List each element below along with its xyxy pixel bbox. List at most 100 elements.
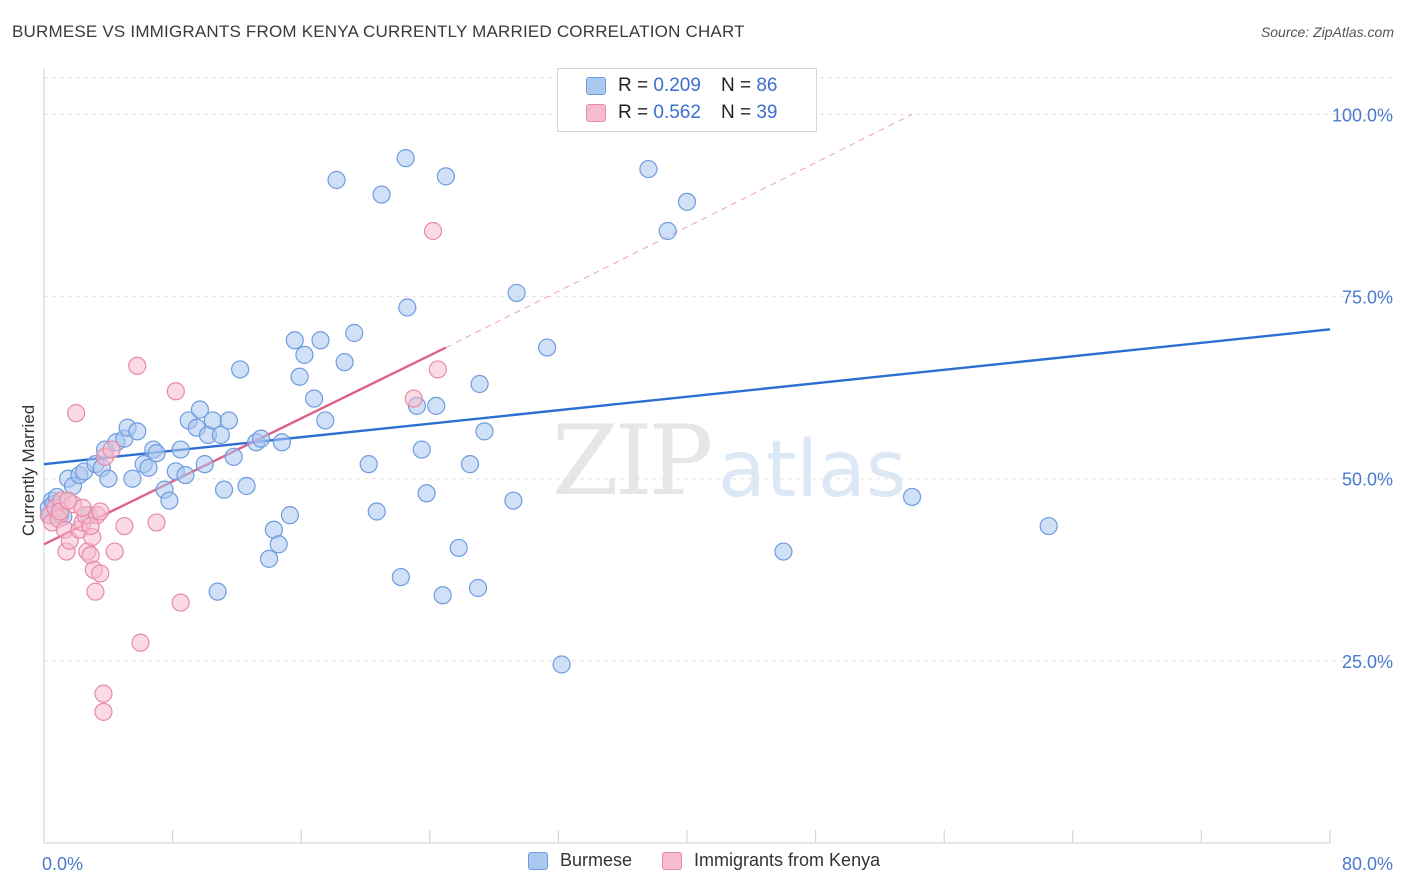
legend-row-burmese: R = 0.209 N = 86 <box>586 73 777 99</box>
trend-lines <box>43 113 1331 546</box>
burmese-point <box>139 458 158 477</box>
kenya-r-value: 0.562 <box>653 102 701 123</box>
kenya-point <box>404 389 423 408</box>
burmese-point <box>285 331 304 350</box>
burmese-point <box>290 367 309 386</box>
burmese-point <box>211 425 230 445</box>
burmese-point <box>417 484 436 503</box>
burmese-point <box>367 502 386 521</box>
y-tick-label: 75.0% <box>1342 288 1393 308</box>
series-legend: Burmese Immigrants from Kenya <box>528 850 910 871</box>
burmese-point <box>237 476 256 496</box>
legend-item-kenya[interactable]: Immigrants from Kenya <box>662 850 880 871</box>
burmese-point <box>99 469 118 488</box>
kenya-point <box>423 221 443 241</box>
kenya-point <box>73 498 92 517</box>
burmese-point <box>468 578 488 598</box>
kenya-point <box>59 491 78 510</box>
source-credit: Source: ZipAtlas.com <box>1260 24 1394 40</box>
kenya-n-label: N = <box>720 102 752 123</box>
burmese-point <box>259 549 279 568</box>
burmese-point <box>639 159 658 179</box>
burmese-point <box>433 586 452 605</box>
kenya-point <box>91 502 110 521</box>
kenya-trend-extension <box>445 113 913 349</box>
legend-kenya-swatch <box>662 851 683 870</box>
burmese-point <box>128 422 147 441</box>
burmese-point <box>507 283 526 303</box>
watermark-atlas: atlas <box>718 425 907 515</box>
burmese-point <box>195 455 214 474</box>
kenya-point <box>94 684 113 703</box>
burmese-point <box>412 440 431 459</box>
burmese-point <box>552 655 571 674</box>
burmese-swatch <box>586 77 606 95</box>
burmese-point <box>316 411 335 430</box>
kenya-point <box>147 513 166 532</box>
burmese-point <box>427 396 446 415</box>
kenya-point <box>81 516 100 536</box>
kenya-point <box>428 360 447 379</box>
burmese-point <box>190 400 210 419</box>
burmese-point <box>391 567 410 587</box>
burmese-point <box>677 192 697 211</box>
burmese-point <box>398 298 417 317</box>
y-tick-label: 50.0% <box>1342 470 1393 490</box>
burmese-point <box>774 542 793 561</box>
legend-burmese-label: Burmese <box>560 850 633 870</box>
kenya-point <box>91 564 110 583</box>
burmese-r-value: 0.209 <box>653 75 701 96</box>
data-points <box>39 149 1058 721</box>
burmese-point <box>311 331 330 350</box>
burmese-point <box>372 185 391 204</box>
burmese-point <box>272 433 292 452</box>
kenya-point <box>131 633 150 652</box>
kenya-point <box>115 516 134 536</box>
burmese-n-value: 86 <box>756 75 778 96</box>
chart-title: BURMESE VS IMMIGRANTS FROM KENYA CURRENT… <box>12 22 745 41</box>
burmese-point <box>280 506 300 525</box>
burmese-point <box>147 444 166 463</box>
burmese-point <box>123 469 142 488</box>
burmese-r-label: R = <box>618 75 649 96</box>
burmese-point <box>335 353 354 372</box>
burmese-point <box>470 374 489 394</box>
burmese-point <box>224 447 243 466</box>
burmese-point <box>231 360 250 379</box>
kenya-point <box>105 542 124 561</box>
burmese-point <box>327 170 346 190</box>
burmese-n-label: N = <box>720 75 752 96</box>
burmese-point <box>176 465 195 485</box>
burmese-point <box>251 429 271 448</box>
kenya-point <box>67 404 86 423</box>
burmese-point <box>449 538 468 558</box>
kenya-n-value: 39 <box>756 102 778 123</box>
burmese-point <box>359 455 378 474</box>
burmese-trend-line <box>43 328 1331 466</box>
burmese-point <box>475 422 494 441</box>
x-tick-label-min: 0.0% <box>42 854 83 874</box>
burmese-point <box>504 491 523 510</box>
kenya-point <box>128 356 147 375</box>
burmese-point <box>269 535 288 554</box>
correlation-legend: R = 0.209 N = 86 R = 0.562 N = 39 <box>557 68 817 132</box>
y-axis-title: Currently Married <box>19 405 38 536</box>
kenya-point <box>166 382 185 401</box>
legend-row-kenya: R = 0.562 N = 39 <box>586 100 777 126</box>
burmese-point <box>304 389 324 408</box>
y-tick-label: 100.0% <box>1332 105 1393 125</box>
legend-burmese-swatch <box>528 851 548 870</box>
legend-kenya-label: Immigrants from Kenya <box>694 850 881 870</box>
kenya-point <box>86 582 105 601</box>
burmese-point <box>208 582 227 601</box>
burmese-point <box>538 338 557 357</box>
burmese-point <box>1039 516 1058 536</box>
watermark-zip: ZIP <box>552 405 713 517</box>
burmese-point <box>460 455 480 474</box>
burmese-point <box>436 167 455 186</box>
kenya-trend-line <box>43 346 447 546</box>
legend-item-burmese[interactable]: Burmese <box>528 850 632 871</box>
burmese-point <box>658 221 677 241</box>
burmese-point <box>396 149 415 168</box>
